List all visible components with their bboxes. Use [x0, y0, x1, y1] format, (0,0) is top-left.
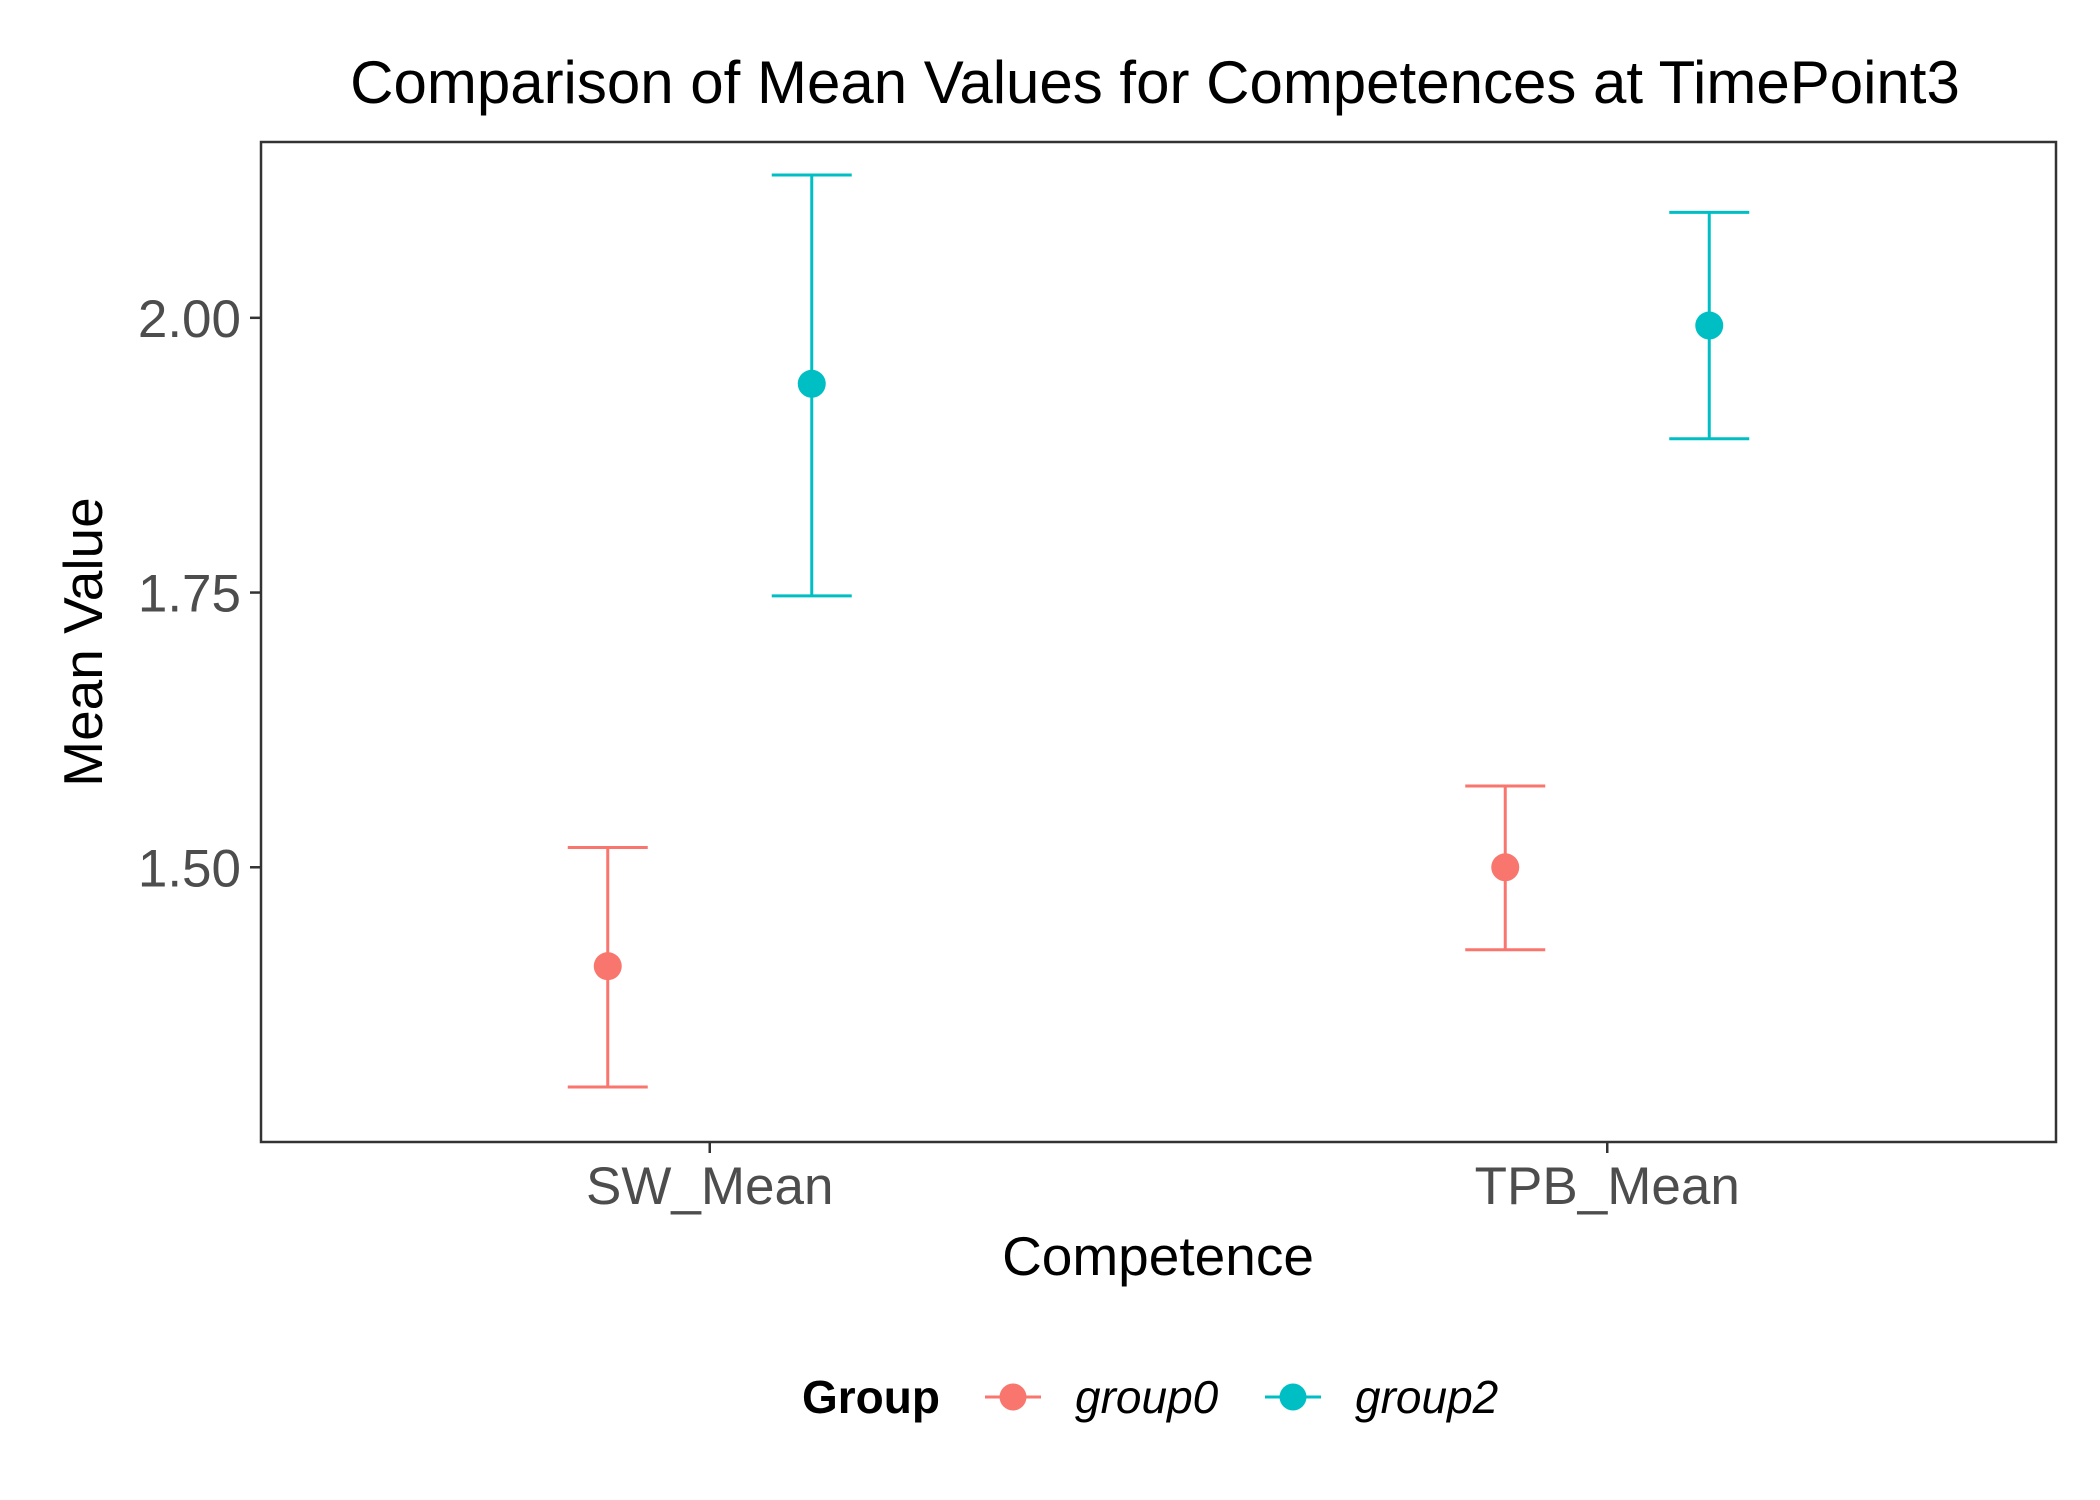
point-group2-TPB_Mean [1695, 311, 1724, 340]
legend: Group group0 group2 [802, 1371, 1498, 1423]
y-axis-title: Mean Value [52, 497, 114, 786]
legend-key-group2 [1265, 1383, 1321, 1411]
x-axis-title: Competence [1002, 1225, 1314, 1287]
x-tick-label: SW_Mean [586, 1157, 833, 1216]
legend-label-group0: group0 [1075, 1371, 1219, 1423]
point-group2-SW_Mean [797, 369, 826, 398]
legend-label-group2: group2 [1355, 1371, 1498, 1423]
legend-title: Group [802, 1371, 940, 1423]
plot-layer [567, 173, 1750, 1089]
y-tick-label: 1.50 [138, 839, 241, 898]
y-tick-label: 1.75 [138, 565, 241, 624]
axis-layer: 1.50 1.75 2.00 SW_Mean TPB_Mean [138, 290, 1740, 1216]
plot-panel-border [259, 140, 2058, 1144]
point-group0-TPB_Mean [1491, 853, 1520, 882]
chart-title: Comparison of Mean Values for Competence… [350, 49, 1960, 116]
x-tick-label: TPB_Mean [1475, 1157, 1740, 1216]
point-group0-SW_Mean [593, 952, 622, 981]
legend-key-group0 [985, 1383, 1041, 1411]
y-tick-label: 2.00 [138, 290, 241, 349]
